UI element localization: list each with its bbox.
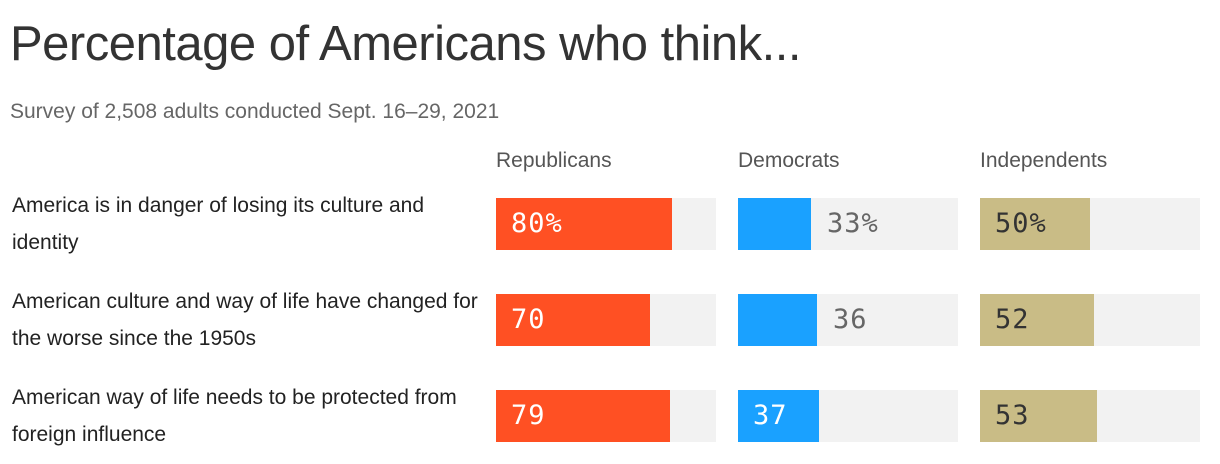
bar-track: 52 xyxy=(980,294,1200,346)
bar xyxy=(738,294,817,346)
bar-track: 50% xyxy=(980,198,1200,250)
bar-track: 36 xyxy=(738,294,958,346)
bar-track: 70 xyxy=(496,294,716,346)
bar xyxy=(980,198,1090,250)
bar xyxy=(496,198,672,250)
bar xyxy=(496,390,670,442)
data-label: 50% xyxy=(995,208,1047,239)
data-label: 36 xyxy=(833,304,868,335)
column-header: Independents xyxy=(980,149,1108,172)
row-label: American culture and way of life have ch… xyxy=(12,290,478,350)
bar-track: 53 xyxy=(980,390,1200,442)
column-header: Republicans xyxy=(496,149,612,172)
bar xyxy=(980,294,1094,346)
data-label: 70 xyxy=(511,304,546,335)
data-label: 37 xyxy=(753,400,788,431)
data-label: 53 xyxy=(995,400,1030,431)
data-label: 33% xyxy=(827,208,879,239)
bar xyxy=(738,198,811,250)
row-label: America is in danger of losing its cultu… xyxy=(12,194,425,254)
bar-track: 79 xyxy=(496,390,716,442)
bar xyxy=(980,390,1097,442)
chart-subtitle: Survey of 2,508 adults conducted Sept. 1… xyxy=(10,100,500,123)
row-label: American way of life needs to be protect… xyxy=(12,386,457,446)
bar xyxy=(738,390,819,442)
chart-title: Percentage of Americans who think... xyxy=(10,17,801,71)
bar-track: 37 xyxy=(738,390,958,442)
bar-track: 80% xyxy=(496,198,716,250)
data-label: 79 xyxy=(511,400,546,431)
data-label: 80% xyxy=(511,208,563,239)
bar-track: 33% xyxy=(738,198,958,250)
data-label: 52 xyxy=(995,304,1030,335)
bar xyxy=(496,294,650,346)
column-header: Democrats xyxy=(738,149,840,172)
